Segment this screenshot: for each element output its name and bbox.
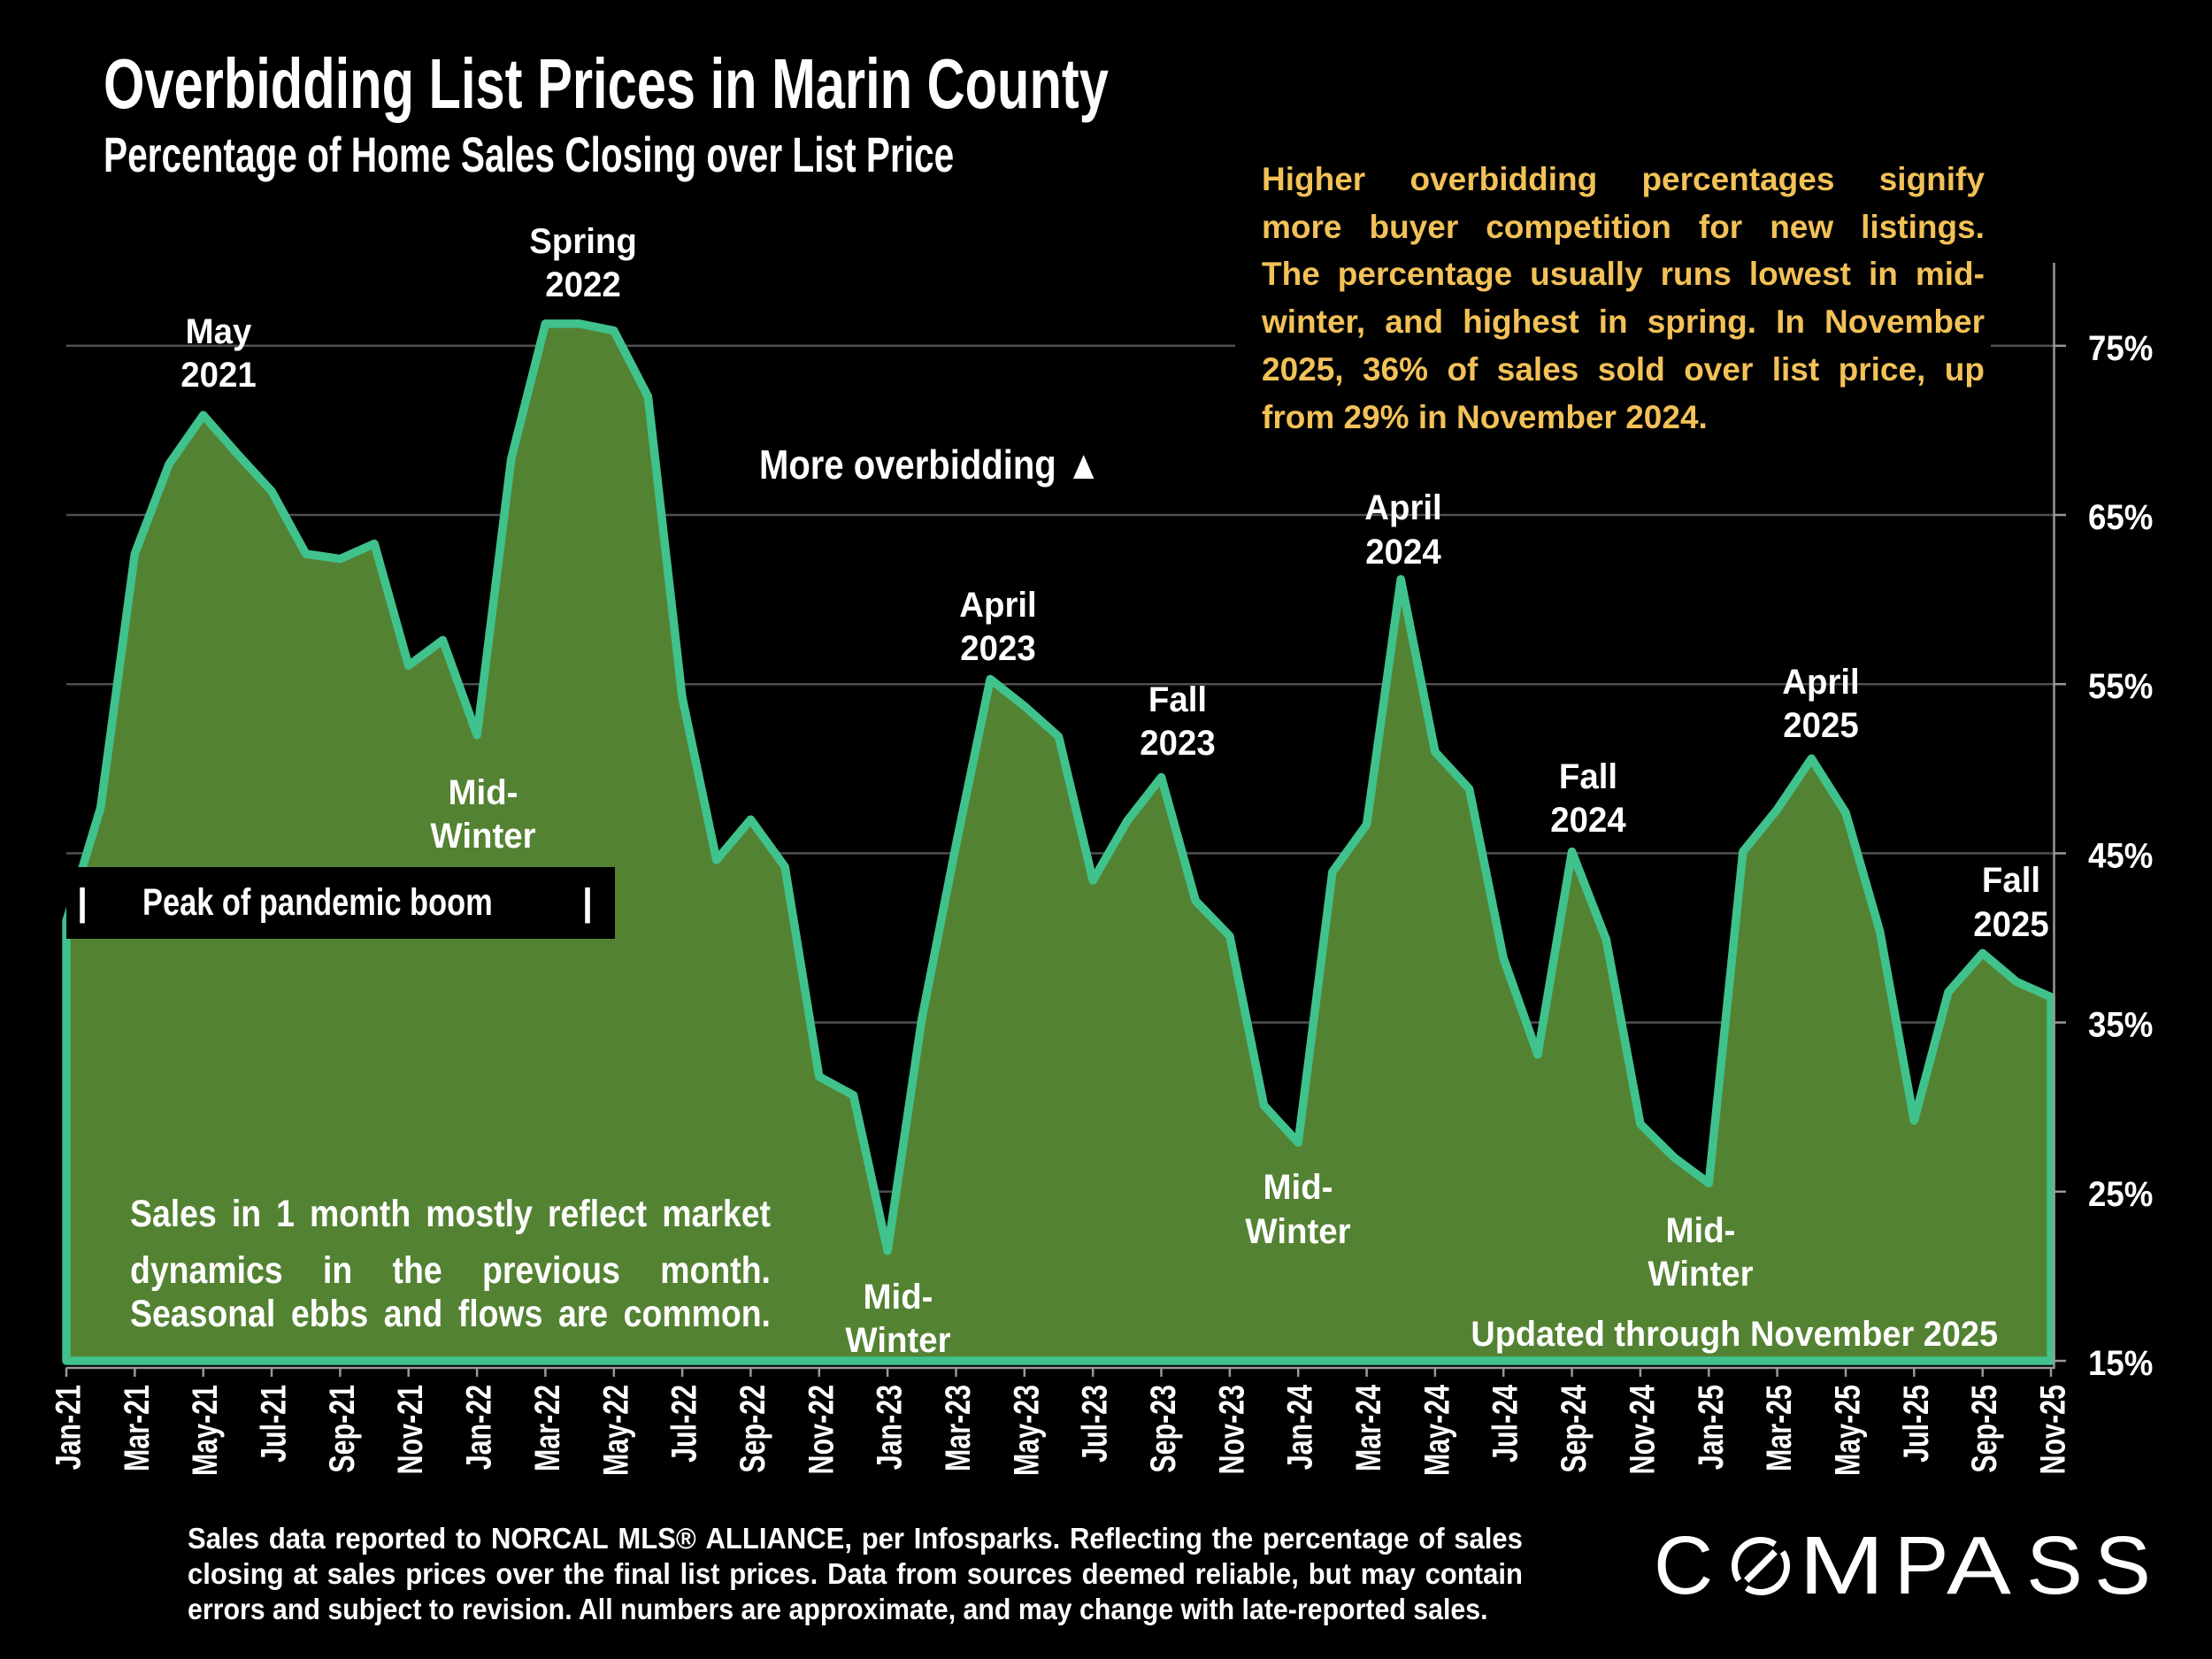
svg-text:May-24: May-24 — [1417, 1385, 1456, 1476]
svg-text:Jan-22: Jan-22 — [459, 1385, 499, 1470]
svg-text:Sep-22: Sep-22 — [733, 1385, 772, 1473]
svg-text:Mar-24: Mar-24 — [1348, 1385, 1388, 1471]
svg-text:Nov-22: Nov-22 — [801, 1385, 841, 1474]
svg-text:Jan-25: Jan-25 — [1691, 1385, 1731, 1470]
svg-text:Jul-22: Jul-22 — [664, 1385, 704, 1463]
svg-text:Nov-23: Nov-23 — [1211, 1385, 1251, 1474]
svg-text:Jul-25: Jul-25 — [1896, 1385, 1936, 1463]
svg-text:Sep-21: Sep-21 — [322, 1385, 362, 1473]
svg-text:Mar-25: Mar-25 — [1759, 1385, 1799, 1471]
svg-text:May-23: May-23 — [1006, 1385, 1046, 1476]
svg-text:Jul-23: Jul-23 — [1075, 1385, 1115, 1463]
svg-text:Sep-23: Sep-23 — [1143, 1385, 1183, 1473]
svg-text:Jan-21: Jan-21 — [48, 1385, 88, 1470]
svg-text:Sep-24: Sep-24 — [1554, 1385, 1594, 1473]
svg-text:Mar-22: Mar-22 — [527, 1385, 567, 1471]
svg-text:25%: 25% — [2088, 1174, 2153, 1214]
svg-text:Jan-24: Jan-24 — [1280, 1385, 1320, 1471]
svg-text:Jul-21: Jul-21 — [253, 1385, 293, 1463]
svg-text:Nov-21: Nov-21 — [390, 1385, 430, 1474]
svg-text:May-25: May-25 — [1827, 1385, 1867, 1476]
svg-text:May-22: May-22 — [595, 1385, 635, 1476]
svg-text:35%: 35% — [2088, 1005, 2153, 1045]
svg-text:Nov-24: Nov-24 — [1622, 1385, 1662, 1475]
svg-text:Jan-23: Jan-23 — [870, 1385, 910, 1470]
svg-text:Nov-25: Nov-25 — [2032, 1385, 2072, 1474]
svg-text:Sep-25: Sep-25 — [1964, 1385, 2004, 1473]
svg-text:55%: 55% — [2088, 667, 2153, 707]
svg-text:Jul-24: Jul-24 — [1486, 1385, 1525, 1463]
svg-text:15%: 15% — [2088, 1344, 2153, 1384]
svg-text:Mar-21: Mar-21 — [117, 1385, 157, 1471]
svg-text:75%: 75% — [2088, 328, 2153, 368]
svg-text:May-21: May-21 — [185, 1385, 225, 1476]
svg-text:45%: 45% — [2088, 836, 2153, 876]
svg-text:65%: 65% — [2088, 498, 2153, 538]
svg-text:Mar-23: Mar-23 — [938, 1385, 978, 1471]
